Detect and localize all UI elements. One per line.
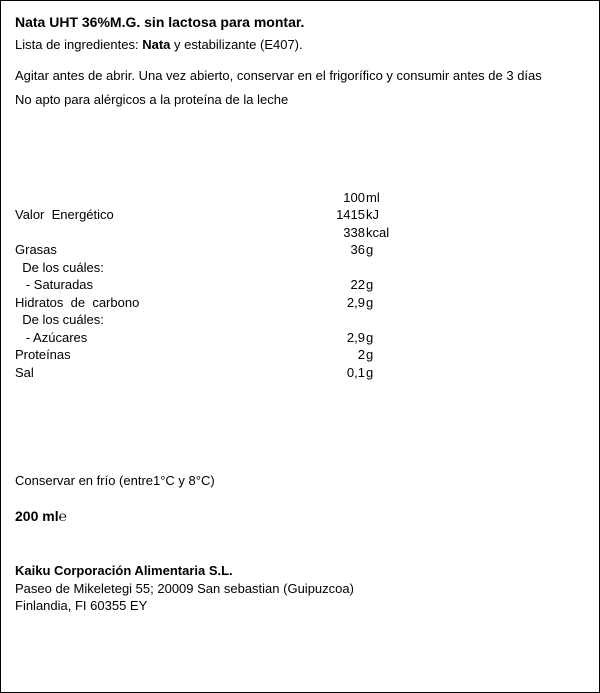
nutrition-unit: g [365, 346, 373, 364]
company-name: Kaiku Corporación Alimentaria S.L. [15, 562, 585, 580]
ingredients-prefix: Lista de ingredientes: [15, 37, 142, 52]
nutrition-value: 36 [320, 241, 365, 259]
product-title: Nata UHT 36%M.G. sin lactosa para montar… [15, 13, 585, 32]
usage-instructions: Agitar antes de abrir. Una vez abierto, … [15, 67, 585, 85]
nutrition-row: Valor Energético1415kJ [15, 206, 585, 224]
nutrition-row: Grasas36g [15, 241, 585, 259]
nutrition-header-row: 100 ml [15, 189, 585, 207]
nutrition-row: - Saturadas22g [15, 276, 585, 294]
nutrition-row: - Azúcares2,9g [15, 329, 585, 347]
nutrition-label [15, 224, 320, 242]
nutrition-row: Sal0,1g [15, 364, 585, 382]
nutrition-unit: g [365, 276, 373, 294]
company-block: Kaiku Corporación Alimentaria S.L. Paseo… [15, 562, 585, 615]
nutrition-row: Hidratos de carbono2,9g [15, 294, 585, 312]
nutrition-label: De los cuáles: [15, 311, 320, 329]
nutrition-row: De los cuáles: [15, 311, 585, 329]
nutrition-unit: g [365, 241, 373, 259]
nutrition-value [320, 259, 365, 277]
nutrition-value: 2,9 [320, 329, 365, 347]
nutrition-table: 100 ml Valor Energético1415kJ338kcalGras… [15, 189, 585, 382]
ingredients-bold: Nata [142, 37, 170, 52]
net-volume: 200 ml℮ [15, 507, 585, 526]
nutrition-header-value: 100 [320, 189, 365, 207]
nutrition-label: - Saturadas [15, 276, 320, 294]
nutrition-unit [365, 259, 366, 277]
allergen-warning: No apto para alérgicos a la proteína de … [15, 91, 585, 109]
nutrition-value: 338 [320, 224, 365, 242]
nutrition-row: 338kcal [15, 224, 585, 242]
nutrition-unit [365, 311, 366, 329]
nutrition-label: Hidratos de carbono [15, 294, 320, 312]
nutrition-value: 22 [320, 276, 365, 294]
nutrition-label: Valor Energético [15, 206, 320, 224]
nutrition-unit: g [365, 294, 373, 312]
storage-instructions: Conservar en frío (entre1°C y 8°C) [15, 472, 585, 490]
nutrition-value: 2 [320, 346, 365, 364]
nutrition-header-label [15, 189, 320, 207]
nutrition-label: Sal [15, 364, 320, 382]
nutrition-label: Grasas [15, 241, 320, 259]
nutrition-row: De los cuáles: [15, 259, 585, 277]
nutrition-label: - Azúcares [15, 329, 320, 347]
nutrition-unit: g [365, 329, 373, 347]
nutrition-header-unit: ml [365, 189, 380, 207]
nutrition-value: 1415 [320, 206, 365, 224]
ingredients-suffix: y estabilizante (E407). [170, 37, 302, 52]
nutrition-unit: kJ [365, 206, 379, 224]
nutrition-value [320, 311, 365, 329]
company-address-2: Finlandia, FI 60355 EY [15, 597, 585, 615]
nutrition-unit: g [365, 364, 373, 382]
nutrition-label: Proteínas [15, 346, 320, 364]
nutrition-value: 0,1 [320, 364, 365, 382]
nutrition-row: Proteínas2g [15, 346, 585, 364]
nutrition-label: De los cuáles: [15, 259, 320, 277]
ingredients-line: Lista de ingredientes: Nata y estabiliza… [15, 36, 585, 54]
nutrition-unit: kcal [365, 224, 389, 242]
nutrition-value: 2,9 [320, 294, 365, 312]
company-address-1: Paseo de Mikeletegi 55; 20009 San sebast… [15, 580, 585, 598]
